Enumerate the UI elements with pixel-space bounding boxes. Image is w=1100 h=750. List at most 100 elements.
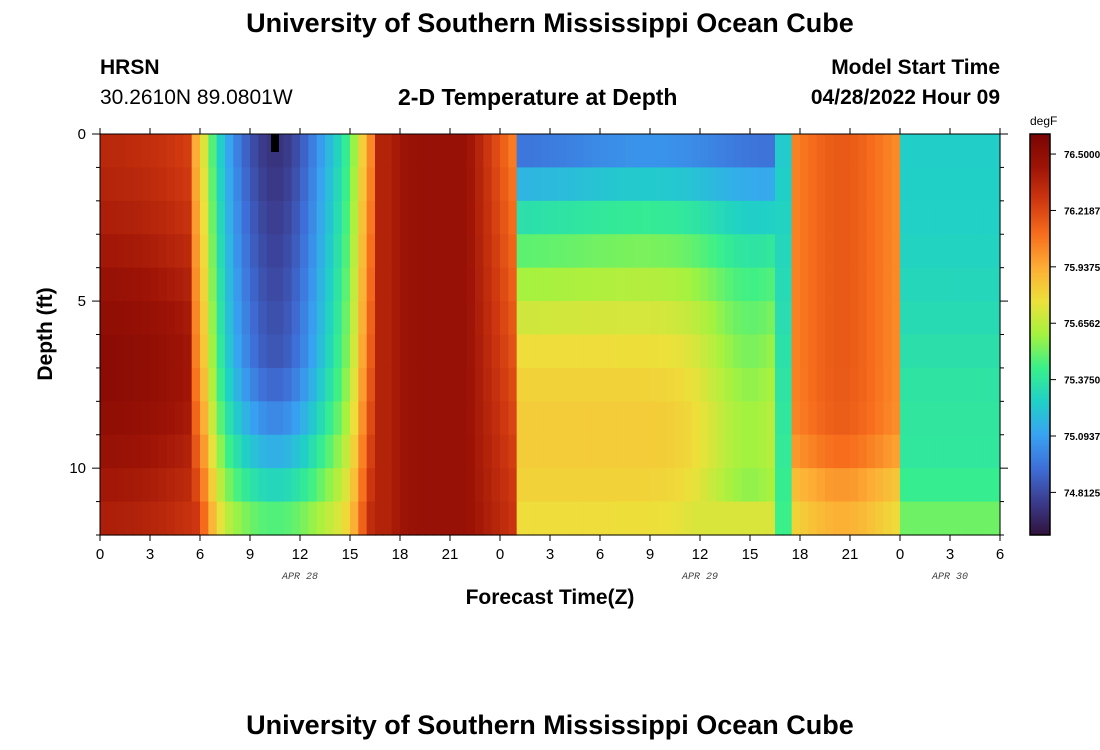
heatmap-cell xyxy=(441,401,451,436)
heatmap-cell xyxy=(666,134,676,169)
heatmap-cell xyxy=(883,501,893,536)
heatmap-cell xyxy=(866,401,876,436)
heatmap-cell xyxy=(766,367,776,402)
heatmap-cell xyxy=(900,434,909,469)
heatmap-cell xyxy=(300,334,309,369)
heatmap-cell xyxy=(266,301,276,336)
heatmap-cell xyxy=(841,468,851,503)
heatmap-cell xyxy=(841,134,851,169)
heatmap-cell xyxy=(725,301,734,336)
heatmap-cell xyxy=(125,468,134,503)
heatmap-cell xyxy=(241,401,251,436)
heatmap-cell xyxy=(633,367,643,402)
heatmap-cell xyxy=(100,234,109,269)
heatmap-cell xyxy=(633,167,643,202)
heatmap-cell xyxy=(875,301,884,336)
heatmap-cell xyxy=(783,334,793,369)
heatmap-cell xyxy=(508,501,518,536)
heatmap-cell xyxy=(325,200,334,235)
heatmap-cell xyxy=(666,267,676,302)
heatmap-cell xyxy=(933,301,943,336)
heatmap-cell xyxy=(550,401,559,436)
heatmap-cell xyxy=(416,501,426,536)
heatmap-cell xyxy=(300,501,309,536)
heatmap-cell xyxy=(658,267,668,302)
heatmap-cell xyxy=(458,434,468,469)
heatmap-cell xyxy=(191,267,201,302)
heatmap-cell xyxy=(250,501,259,536)
heatmap-cell xyxy=(983,434,993,469)
heatmap-cell xyxy=(216,401,226,436)
heatmap-cell xyxy=(541,501,551,536)
heatmap-cell xyxy=(108,367,118,402)
heatmap-cell xyxy=(708,501,718,536)
heatmap-cell xyxy=(175,134,184,169)
heatmap-cell xyxy=(283,367,293,402)
heatmap-cell xyxy=(550,367,559,402)
heatmap-cell xyxy=(258,267,268,302)
heatmap-cell xyxy=(725,501,734,536)
heatmap-cell xyxy=(900,200,909,235)
heatmap-cell xyxy=(350,301,359,336)
heatmap-cell xyxy=(150,267,159,302)
heatmap-cell xyxy=(316,234,326,269)
heatmap-cell xyxy=(266,267,276,302)
heatmap-cell xyxy=(200,468,209,503)
heatmap-cell xyxy=(933,401,943,436)
heatmap-cell xyxy=(416,267,426,302)
heatmap-cell xyxy=(950,334,959,369)
heatmap-cell xyxy=(858,234,868,269)
heatmap-cell xyxy=(166,200,176,235)
heatmap-cell xyxy=(483,468,493,503)
colorbar-unit: degF xyxy=(1030,114,1057,128)
heatmap-cell xyxy=(825,301,834,336)
heatmap-cell xyxy=(158,468,168,503)
heatmap-cell xyxy=(183,367,193,402)
heatmap-cell xyxy=(291,167,301,202)
heatmap-cell xyxy=(850,167,859,202)
heatmap-cell xyxy=(575,401,584,436)
heatmap-cell xyxy=(533,334,543,369)
heatmap-cell xyxy=(858,501,868,536)
heatmap-cell xyxy=(600,301,609,336)
heatmap-cell xyxy=(700,434,709,469)
heatmap-cell xyxy=(816,134,826,169)
heatmap-cell xyxy=(791,200,801,235)
heatmap-cell xyxy=(475,267,484,302)
heatmap-cell xyxy=(575,468,584,503)
heatmap-cell xyxy=(766,200,776,235)
heatmap-cell xyxy=(650,200,659,235)
heatmap-cell xyxy=(183,468,193,503)
heatmap-cell xyxy=(441,367,451,402)
heatmap-cell xyxy=(791,267,801,302)
heatmap-cell xyxy=(108,501,118,536)
heatmap-cell xyxy=(616,200,626,235)
heatmap-cell xyxy=(858,200,868,235)
heatmap-cell xyxy=(158,134,168,169)
heatmap-cell xyxy=(333,234,343,269)
heatmap-cell xyxy=(591,200,601,235)
heatmap-cell xyxy=(616,367,626,402)
heatmap-cell xyxy=(233,200,243,235)
heatmap-cell xyxy=(733,167,743,202)
heatmap-cell xyxy=(891,401,901,436)
heatmap-cell xyxy=(791,468,801,503)
heatmap-cell xyxy=(716,234,726,269)
heatmap-cell xyxy=(941,367,951,402)
heatmap-cell xyxy=(683,301,693,336)
heatmap-cell xyxy=(641,501,651,536)
heatmap-cell xyxy=(275,468,284,503)
heatmap-cell xyxy=(408,501,418,536)
heatmap-cell xyxy=(766,401,776,436)
heatmap-cell xyxy=(733,134,743,169)
heatmap-cell xyxy=(408,367,418,402)
heatmap-cell xyxy=(833,367,843,402)
heatmap-cell xyxy=(150,468,159,503)
heatmap-cell xyxy=(500,468,509,503)
heatmap-cell xyxy=(508,468,518,503)
heatmap-cell xyxy=(941,267,951,302)
heatmap-cell xyxy=(458,401,468,436)
heatmap-cell xyxy=(733,334,743,369)
heatmap-cell xyxy=(633,267,643,302)
heatmap-cell xyxy=(300,468,309,503)
